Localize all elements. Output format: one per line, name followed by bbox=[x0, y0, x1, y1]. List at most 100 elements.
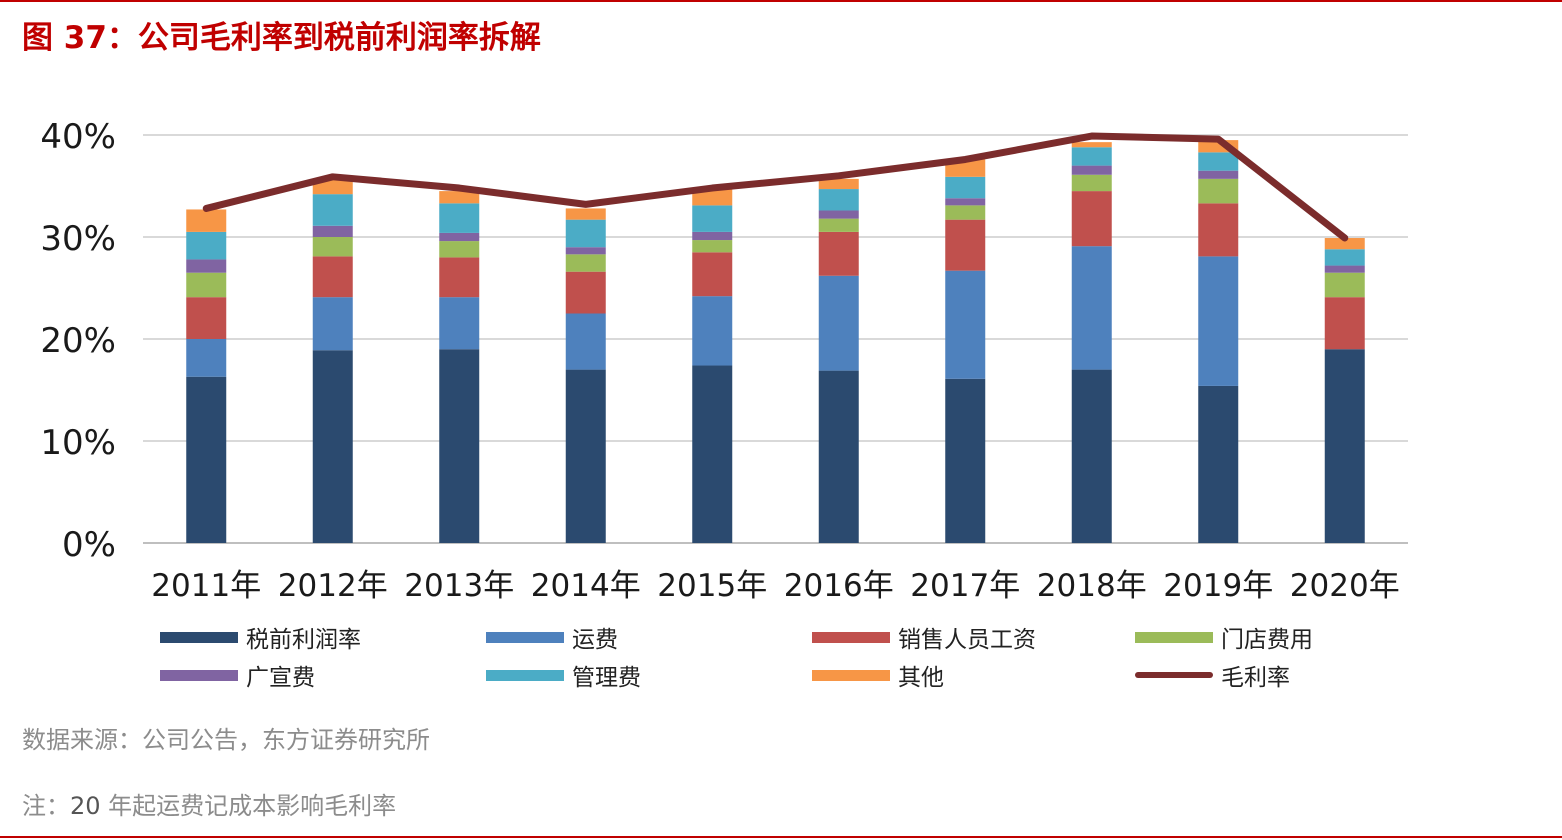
bar-segment bbox=[945, 219, 986, 271]
data-source: 数据来源：公司公告，东方证券研究所 bbox=[22, 726, 430, 754]
bar-segment bbox=[565, 313, 606, 370]
bar-segment bbox=[1324, 297, 1365, 350]
bar-segment bbox=[439, 232, 480, 242]
x-tick-label: 2013年 bbox=[404, 568, 514, 604]
bar-segment bbox=[1324, 272, 1365, 298]
legend-swatch bbox=[812, 669, 890, 681]
x-tick-label: 2012年 bbox=[278, 568, 388, 604]
legend-item: 毛利率 bbox=[1135, 660, 1290, 691]
bar-segment bbox=[1071, 246, 1112, 370]
bar-segment bbox=[1198, 178, 1239, 204]
bar-segment bbox=[312, 256, 353, 298]
bar-segment bbox=[1324, 349, 1365, 543]
bar-segment bbox=[692, 240, 733, 253]
bar-segment bbox=[945, 270, 986, 379]
bar-segment bbox=[439, 191, 480, 204]
legend-label: 毛利率 bbox=[1221, 665, 1290, 691]
bar-segment bbox=[312, 194, 353, 226]
bar-segment bbox=[186, 209, 227, 232]
legend-swatch bbox=[160, 669, 238, 681]
y-tick-label: 0% bbox=[62, 525, 116, 565]
legend-swatch bbox=[1135, 672, 1213, 678]
bar-segment bbox=[1071, 147, 1112, 166]
legend-item: 税前利润率 bbox=[160, 622, 361, 653]
legend-swatch bbox=[160, 631, 238, 643]
bar-segment bbox=[439, 203, 480, 233]
bar-segment bbox=[818, 275, 859, 371]
bar-segment bbox=[1198, 256, 1239, 386]
bar-segment bbox=[818, 218, 859, 232]
legend-label: 销售人员工资 bbox=[898, 627, 1036, 653]
bar-segment bbox=[945, 198, 986, 206]
bar-segment bbox=[312, 350, 353, 543]
bar-segment bbox=[186, 259, 227, 273]
legend-item: 门店费用 bbox=[1135, 622, 1313, 653]
bar-segment bbox=[1324, 238, 1365, 250]
note-suffix: 年起运费记成本影响毛利率 bbox=[100, 792, 397, 820]
bar-segment bbox=[186, 297, 227, 339]
legend-swatch bbox=[486, 631, 564, 643]
gross-margin-point bbox=[711, 187, 714, 190]
legend-item: 销售人员工资 bbox=[812, 622, 1036, 653]
bar-segment bbox=[565, 369, 606, 543]
bar-segment bbox=[1071, 369, 1112, 543]
bar-segment bbox=[1198, 385, 1239, 543]
bar-segment bbox=[1071, 142, 1112, 148]
top-rule bbox=[0, 0, 1562, 2]
bar-segment bbox=[692, 205, 733, 232]
bar-segment bbox=[186, 272, 227, 298]
figure-note: 注：20 年起运费记成本影响毛利率 bbox=[22, 786, 396, 821]
legend-label: 运费 bbox=[572, 627, 618, 653]
bar-segment bbox=[692, 189, 733, 206]
legend-item: 运费 bbox=[486, 622, 618, 653]
legend-swatch bbox=[1135, 631, 1213, 643]
x-tick-label: 2020年 bbox=[1290, 568, 1400, 604]
gross-margin-point bbox=[1217, 138, 1220, 141]
legend-label: 管理费 bbox=[572, 665, 641, 691]
bar-segment bbox=[439, 241, 480, 258]
bar-segment bbox=[1324, 265, 1365, 273]
bar-segment bbox=[1324, 249, 1365, 266]
bar-segment bbox=[818, 189, 859, 211]
legend-label: 其他 bbox=[898, 665, 944, 691]
bar-segment bbox=[818, 370, 859, 543]
bar-segment bbox=[439, 257, 480, 298]
bar-segment bbox=[1198, 152, 1239, 171]
gross-margin-point bbox=[964, 158, 967, 161]
bar-segment bbox=[565, 247, 606, 255]
y-tick-label: 30% bbox=[40, 219, 116, 259]
gross-margin-line bbox=[202, 132, 1349, 242]
x-tick-label: 2011年 bbox=[151, 568, 261, 604]
bar-segment bbox=[439, 349, 480, 543]
legend-swatch bbox=[486, 669, 564, 681]
figure-title: 图 37：公司毛利率到税前利润率拆解 bbox=[22, 20, 541, 56]
legend-label: 门店费用 bbox=[1221, 627, 1313, 653]
gross-margin-point bbox=[584, 203, 587, 206]
legend-item: 其他 bbox=[812, 660, 944, 691]
bar-segment bbox=[692, 365, 733, 543]
bar-segment bbox=[1198, 203, 1239, 257]
y-tick-label: 10% bbox=[40, 423, 116, 463]
bottom-rule bbox=[0, 836, 1562, 838]
x-tick-label: 2019年 bbox=[1163, 568, 1273, 604]
gross-margin-point bbox=[205, 207, 208, 210]
bar-segment bbox=[1198, 170, 1239, 179]
bar-segment bbox=[565, 254, 606, 272]
bar-segment bbox=[692, 296, 733, 366]
y-tick-label: 20% bbox=[40, 321, 116, 361]
bar-segment bbox=[692, 231, 733, 241]
bar-segment bbox=[945, 176, 986, 199]
bar-segment bbox=[1071, 165, 1112, 175]
legend-label: 广宣费 bbox=[246, 665, 315, 691]
bar-segment bbox=[565, 219, 606, 248]
legend-item: 管理费 bbox=[486, 660, 641, 691]
x-tick-label: 2014年 bbox=[531, 568, 641, 604]
x-tick-label: 2015年 bbox=[657, 568, 767, 604]
note-year: 20 bbox=[70, 792, 101, 820]
bar-segment bbox=[312, 179, 353, 195]
bar-segment bbox=[692, 252, 733, 297]
bar-segment bbox=[565, 271, 606, 314]
bar-segment bbox=[439, 297, 480, 350]
bar-segment bbox=[312, 297, 353, 351]
legend-swatch bbox=[812, 631, 890, 643]
